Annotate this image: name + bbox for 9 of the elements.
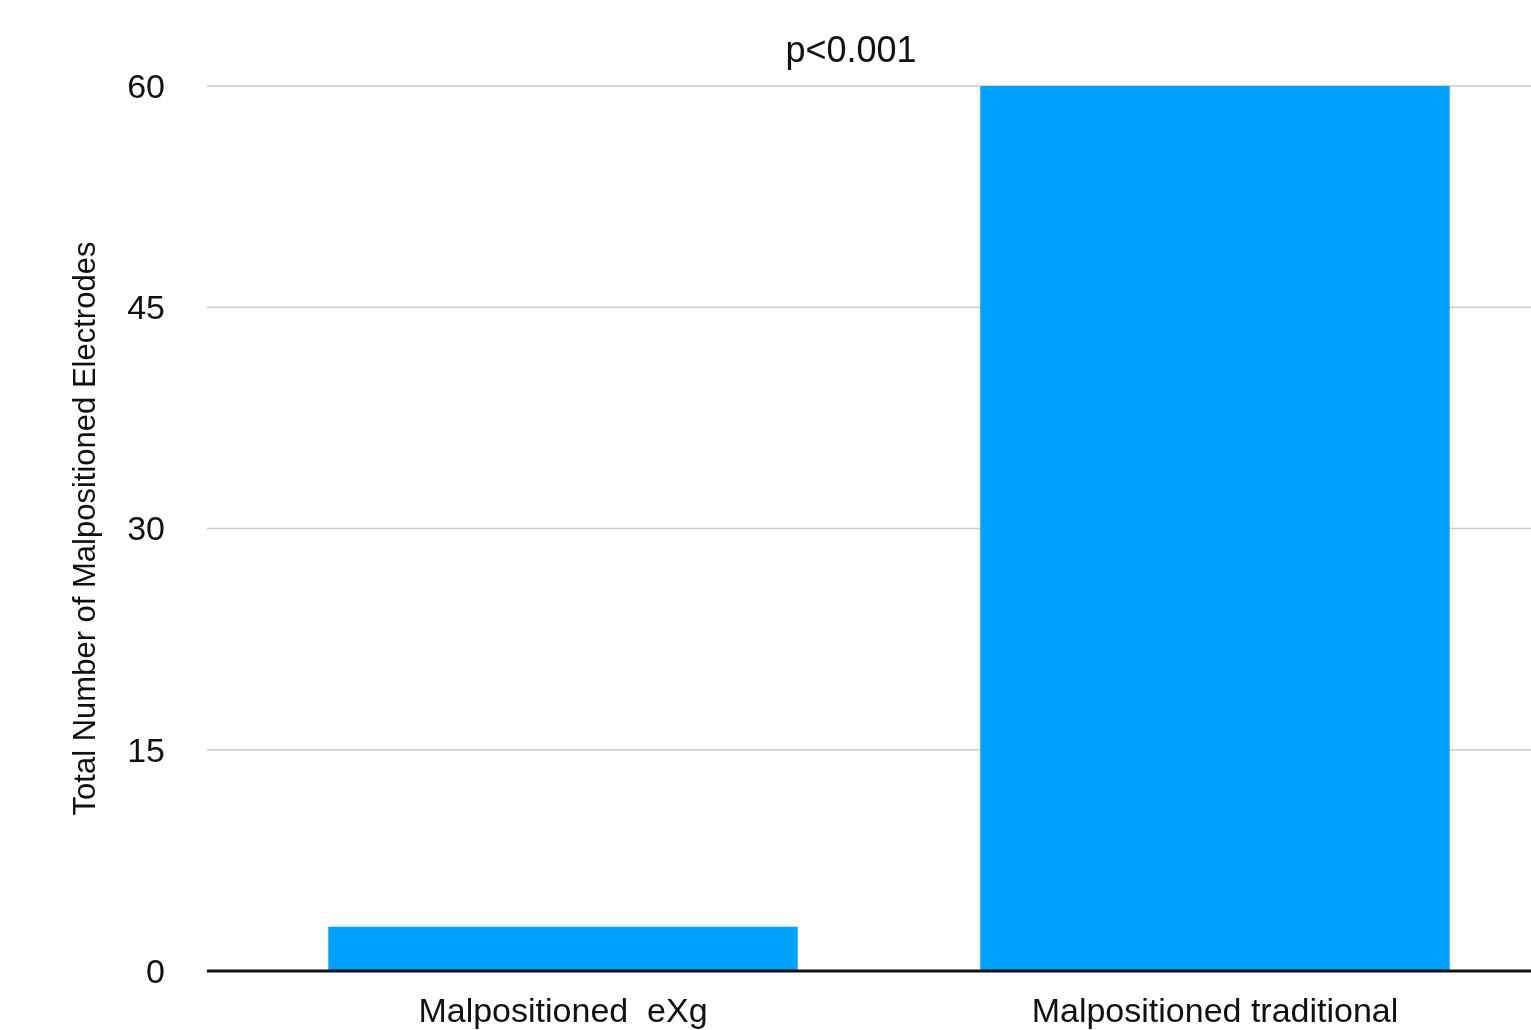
y-tick-label: 15	[127, 730, 165, 769]
x-tick-label: Malpositioned traditional	[1031, 991, 1399, 1029]
y-tick-label: 0	[146, 951, 165, 990]
y-tick-label: 60	[127, 66, 165, 105]
y-axis-title: Total Number of Malpositioned Electrodes	[67, 241, 102, 816]
x-tick-label: Malpositioned eXg	[418, 991, 708, 1029]
text: p<0.001	[785, 29, 917, 70]
y-tick-label: 45	[127, 288, 165, 327]
y-tick-label: 30	[127, 509, 165, 548]
